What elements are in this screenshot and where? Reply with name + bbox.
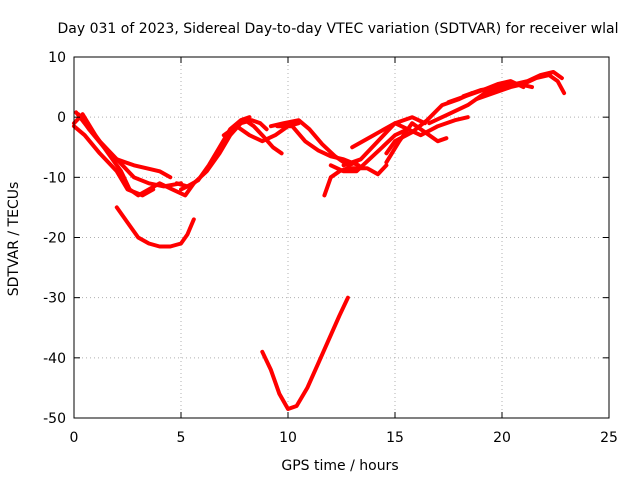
x-tick-label: 15: [386, 430, 404, 446]
data-series: [72, 70, 567, 411]
series-line-arc-21: [474, 73, 567, 102]
x-tick-label: 5: [177, 430, 186, 446]
x-axis-label: GPS time / hours: [281, 458, 398, 474]
x-tick-label: 20: [493, 430, 511, 446]
chart-title: Day 031 of 2023, Sidereal Day-to-day VTE…: [57, 21, 618, 37]
series-line-arc-3: [76, 112, 173, 180]
x-tick-label: 25: [600, 430, 618, 446]
y-tick-label: 10: [48, 50, 66, 66]
series-line-arc-11: [275, 124, 361, 168]
series-line-arc-13: [322, 163, 389, 198]
y-tick-label: -30: [43, 291, 66, 307]
series-line-arc-7: [179, 118, 269, 192]
axis-ticks: [73, 56, 610, 419]
series-line-arc-9: [243, 118, 284, 156]
series-line-arc-14: [328, 127, 410, 174]
y-tick-label: -20: [43, 231, 66, 247]
series-line-arc-15: [341, 115, 427, 168]
y-tick-label: 0: [57, 110, 66, 126]
x-tick-label: 10: [279, 430, 297, 446]
series-line-arc-4: [72, 124, 156, 198]
y-tick-label: -50: [43, 411, 66, 427]
y-tick-label: -10: [43, 170, 66, 186]
series-line-arc-22: [446, 79, 526, 105]
x-tick-label: 0: [70, 430, 79, 446]
y-axis-label: SDTVAR / TECUs: [6, 182, 22, 297]
y-tick-labels: -50 -40 -30 -20 -10 0 10: [43, 50, 66, 427]
x-tick-labels: 0 5 10 15 20 25: [70, 430, 618, 446]
series-line-arc-12: [260, 295, 350, 411]
y-tick-label: -40: [43, 351, 66, 367]
series-line-arc-5: [114, 205, 196, 249]
grid: [74, 57, 609, 418]
